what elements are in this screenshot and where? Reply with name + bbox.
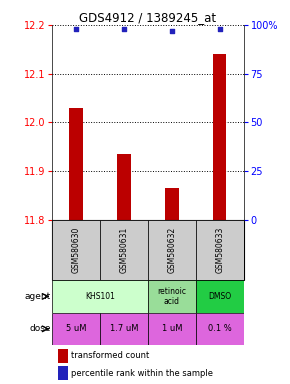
Point (218, 26, 222, 32)
Bar (58, 349, 68, 362)
Text: 1.7 uM: 1.7 uM (110, 324, 138, 333)
Point (74, 26, 78, 32)
Text: GSM580630: GSM580630 (72, 227, 81, 273)
Bar (165, 188, 179, 220)
FancyBboxPatch shape (52, 220, 100, 280)
FancyBboxPatch shape (148, 280, 196, 313)
Point (122, 26, 126, 32)
FancyBboxPatch shape (52, 280, 148, 313)
FancyBboxPatch shape (52, 313, 100, 345)
Text: transformed count: transformed count (71, 351, 150, 360)
Text: KHS101: KHS101 (85, 292, 115, 301)
Bar (69, 108, 83, 220)
FancyBboxPatch shape (196, 280, 244, 313)
Point (169, 28, 174, 34)
FancyBboxPatch shape (148, 313, 196, 345)
Text: dose: dose (30, 324, 51, 333)
Text: retinoic
acid: retinoic acid (157, 287, 186, 306)
Text: 0.1 %: 0.1 % (208, 324, 231, 333)
Text: GSM580632: GSM580632 (167, 227, 176, 273)
Text: GSM580633: GSM580633 (215, 227, 224, 273)
Title: GDS4912 / 1389245_at: GDS4912 / 1389245_at (79, 11, 216, 24)
Text: GSM580631: GSM580631 (119, 227, 128, 273)
FancyBboxPatch shape (100, 220, 148, 280)
FancyBboxPatch shape (148, 220, 196, 280)
Text: DMSO: DMSO (208, 292, 231, 301)
Bar (117, 154, 131, 220)
FancyBboxPatch shape (196, 220, 244, 280)
Text: percentile rank within the sample: percentile rank within the sample (71, 369, 213, 377)
FancyBboxPatch shape (100, 313, 148, 345)
FancyBboxPatch shape (196, 313, 244, 345)
Text: agent: agent (25, 292, 51, 301)
Text: 1 uM: 1 uM (162, 324, 182, 333)
Bar (213, 54, 226, 220)
Bar (58, 366, 68, 380)
Text: 5 uM: 5 uM (66, 324, 86, 333)
